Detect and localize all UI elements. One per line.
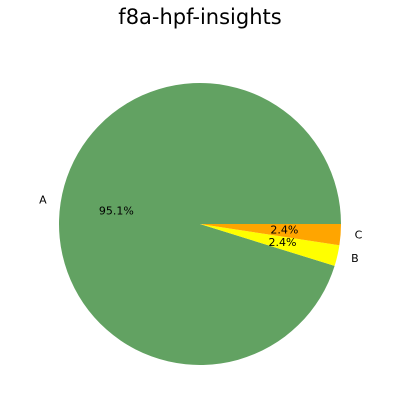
percentage-label-a: 95.1% [99, 204, 134, 217]
pie-slices [59, 83, 341, 365]
percentage-label-b: 2.4% [268, 236, 296, 249]
percentage-label-c: 2.4% [270, 223, 298, 236]
category-label-a: A [39, 194, 47, 207]
category-label-b: B [351, 252, 359, 265]
category-label-c: C [355, 229, 363, 242]
chart-title: f8a-hpf-insights [118, 5, 281, 29]
